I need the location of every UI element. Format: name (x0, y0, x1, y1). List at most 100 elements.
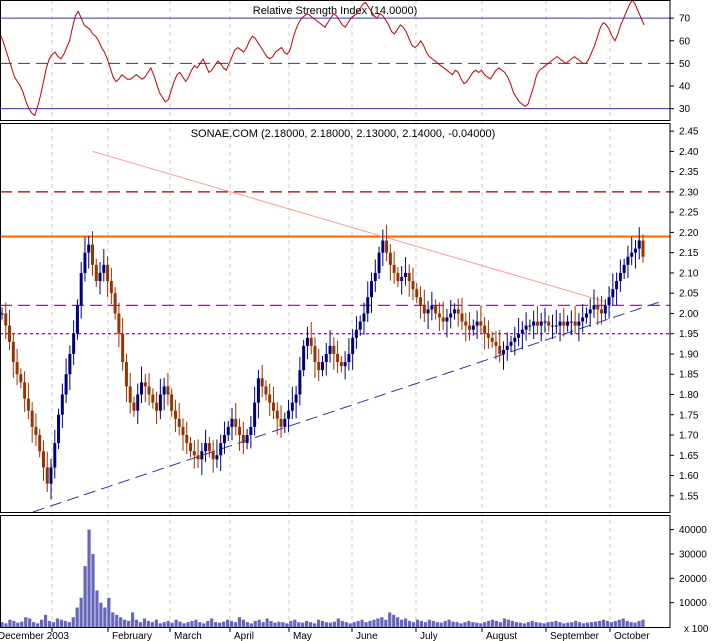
price-candle-body (79, 272, 83, 306)
volume-bar (261, 622, 265, 627)
price-candle-body (87, 244, 91, 253)
price-tick-label: 1.95 (679, 329, 699, 340)
volume-bar (459, 623, 463, 627)
price-tick-label: 2.45 (679, 127, 699, 138)
price-candle-body (83, 252, 87, 273)
volume-bar (309, 622, 313, 627)
rsi-reference-lines (0, 17, 670, 110)
volume-bar (297, 622, 301, 627)
price-tick-label: 2.20 (679, 228, 699, 239)
volume-bar (431, 620, 435, 627)
volume-bar (419, 620, 424, 627)
rsi-tick-label: 60 (679, 36, 691, 47)
volume-tick-label: 20000 (679, 574, 707, 585)
volume-bar (360, 619, 364, 627)
panel-frame (0, 123, 671, 513)
rsi-panel: Relative Strength Index (14.0000) 70 60 50… (0, 0, 691, 117)
volume-bar (265, 618, 269, 627)
volume-bar (320, 620, 325, 627)
price-candles (0, 224, 645, 500)
volume-bar (138, 622, 143, 627)
volume-bar (166, 620, 170, 627)
volume-y-axis: 40000 30000 20000 10000 (670, 525, 707, 609)
price-candle-body (370, 281, 374, 298)
volume-bar (32, 622, 36, 627)
price-candle-body (11, 341, 15, 363)
price-candle-body (200, 451, 204, 460)
volume-bar (530, 620, 534, 627)
price-candle-body (558, 321, 562, 326)
price-candle-body (366, 297, 370, 314)
volume-bar (506, 619, 511, 627)
price-candle-body (64, 374, 68, 395)
price-candle-body (532, 321, 536, 326)
volume-bar (241, 619, 245, 627)
volume-tick-label: 30000 (679, 549, 707, 560)
volume-bar (253, 620, 257, 627)
price-tick-label: 2.25 (679, 208, 699, 219)
price-trend-line (92, 150, 605, 302)
price-candle-body (490, 337, 494, 342)
volume-bar (344, 622, 348, 627)
volume-bar (376, 618, 380, 627)
volume-bar (400, 619, 404, 627)
volume-bar (570, 622, 574, 627)
volume-bar (55, 618, 59, 627)
volume-bar (87, 529, 91, 627)
price-candle-body (207, 443, 211, 452)
price-tick-label: 1.75 (679, 410, 699, 421)
volume-bar (586, 622, 590, 627)
price-candle-body (622, 264, 626, 273)
volume-bar (558, 622, 562, 627)
volume-bar (467, 620, 471, 627)
price-candle-body (253, 402, 257, 427)
price-candle-body (611, 289, 615, 298)
volume-bar (206, 620, 210, 627)
price-candle-body (113, 293, 117, 314)
volume-bar (542, 623, 546, 627)
volume-bar (368, 620, 372, 627)
price-candle-body (151, 394, 155, 403)
price-candle-body (170, 394, 174, 411)
volume-bar (384, 619, 388, 627)
price-candle-body (264, 386, 268, 395)
volume-bar (621, 618, 625, 627)
volume-tick-label: 10000 (679, 598, 707, 609)
volume-bar (229, 620, 234, 627)
volume-bar (324, 622, 329, 627)
price-candle-body (566, 321, 570, 326)
volume-bar (491, 619, 495, 627)
volume-bar (396, 617, 400, 627)
price-candle-body (109, 281, 113, 294)
price-candle-body (486, 333, 490, 338)
price-candle-body (260, 378, 264, 387)
price-candle-body (19, 374, 23, 383)
price-candle-body (539, 321, 543, 326)
volume-bar (39, 619, 44, 627)
volume-bar (550, 621, 554, 627)
price-candle-body (528, 325, 532, 327)
volume-bar (348, 623, 352, 627)
price-candle-body (354, 329, 358, 338)
price-candle-body (283, 418, 287, 427)
volume-bar (392, 614, 396, 627)
price-candle-body (230, 418, 234, 427)
price-candle-body (140, 382, 144, 395)
volume-bar (502, 618, 507, 627)
x-tick-label: October (614, 631, 650, 641)
volume-bar (340, 620, 344, 627)
price-candle-body (509, 341, 513, 346)
price-candle-body (475, 321, 479, 326)
price-candle-body (351, 337, 355, 354)
rsi-y-axis: 70 60 50 40 30 (670, 14, 691, 115)
volume-bar (182, 623, 186, 627)
rsi-tick-label: 30 (679, 104, 691, 115)
volume-bar (609, 622, 613, 627)
volume-bar (554, 620, 558, 627)
price-candle-body (106, 264, 110, 282)
price-candle-body (468, 325, 472, 330)
volume-bar (514, 622, 518, 627)
price-candle-body (464, 321, 468, 326)
